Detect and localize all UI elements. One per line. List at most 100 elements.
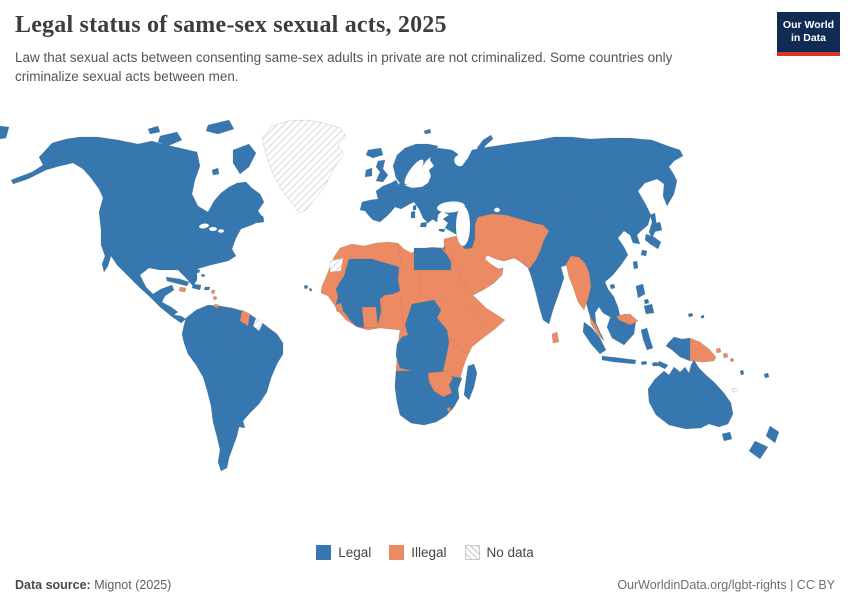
legend-item-illegal[interactable]: Illegal [389, 545, 447, 560]
data-source-label: Data source: [15, 578, 91, 592]
region-micronesia[interactable] [687, 312, 694, 318]
persian-gulf [484, 255, 502, 270]
region-madagascar[interactable] [463, 363, 478, 401]
data-source: Data source: Mignot (2025) [15, 578, 171, 592]
region-zambia-zimbabwe[interactable] [427, 370, 454, 398]
page-title: Legal status of same-sex sexual acts, 20… [15, 12, 447, 38]
region-philippines[interactable] [635, 283, 646, 299]
region-hainan[interactable] [609, 283, 616, 290]
region-newfoundland[interactable] [255, 215, 265, 224]
great-lake [198, 223, 210, 229]
no-data-swatch [464, 545, 480, 560]
region-solomon-islands[interactable] [715, 347, 722, 354]
region-south-america[interactable] [181, 304, 284, 472]
region-malay-peninsula[interactable] [589, 316, 605, 342]
legend-label-no-data: No data [486, 545, 534, 560]
region-middle-east[interactable] [443, 213, 550, 297]
region-west-sahel[interactable] [335, 258, 401, 329]
region-french-guiana[interactable] [252, 317, 264, 332]
illegal-swatch [389, 545, 405, 560]
region-australia[interactable] [647, 359, 734, 430]
footer-link-area: OurWorldinData.org/lgbt-rights | CC BY [617, 578, 835, 592]
region-borneo-north-malaysia[interactable] [615, 313, 639, 326]
region-greenland[interactable] [261, 119, 347, 214]
region-ghana-togo[interactable] [361, 306, 379, 329]
great-lake [208, 226, 218, 232]
legend-label-legal: Legal [338, 545, 372, 560]
legend-item-no-data[interactable]: No data [464, 545, 534, 560]
region-puerto-rico[interactable] [203, 286, 211, 291]
region-cape-verde[interactable] [303, 284, 309, 290]
region-western-sahara[interactable] [329, 257, 344, 273]
region-papua-new-guinea[interactable] [689, 337, 717, 363]
region-solomon-islands[interactable] [722, 352, 729, 359]
region-north-america[interactable] [10, 136, 265, 324]
region-sierra-leone[interactable] [334, 302, 344, 313]
region-solomon-islands[interactable] [729, 357, 735, 363]
region-philippines[interactable] [643, 298, 650, 305]
owid-link[interactable]: OurWorldinData.org/lgbt-rights [617, 578, 787, 592]
region-sardinia[interactable] [410, 210, 416, 219]
region-micronesia[interactable] [700, 314, 705, 319]
region-trinidad[interactable] [213, 303, 220, 309]
region-new-zealand[interactable] [765, 425, 780, 444]
aral-sea [493, 207, 501, 213]
region-new-caledonia[interactable] [731, 387, 739, 393]
region-lesser-antilles[interactable] [212, 295, 218, 301]
region-new-zealand[interactable] [748, 440, 769, 460]
region-java[interactable] [601, 355, 637, 365]
region-united-kingdom[interactable] [375, 159, 389, 183]
region-sicily[interactable] [419, 221, 428, 228]
legend-item-legal[interactable]: Legal [316, 545, 371, 560]
region-lesser-antilles[interactable] [210, 289, 216, 295]
region-hispaniola[interactable] [191, 283, 202, 291]
region-vanuatu[interactable] [739, 369, 745, 376]
region-eswatini[interactable] [446, 406, 452, 413]
region-chukotka-fragment[interactable] [0, 125, 10, 140]
region-corsica[interactable] [412, 204, 417, 211]
region-sri-lanka[interactable] [551, 331, 560, 344]
region-cape-verde[interactable] [308, 287, 313, 292]
region-arctic-island[interactable] [205, 119, 235, 135]
region-west-new-guinea[interactable] [665, 336, 691, 362]
world-map[interactable] [0, 110, 850, 525]
owid-logo[interactable]: Our World in Data [777, 12, 840, 57]
region-arctic-island[interactable] [157, 131, 183, 147]
region-sulawesi[interactable] [640, 327, 654, 351]
region-timor[interactable] [656, 360, 669, 370]
caspian-sea [455, 205, 471, 247]
region-taiwan[interactable] [632, 260, 639, 270]
region-philippines[interactable] [643, 303, 655, 315]
chart-header: Legal status of same-sex sexual acts, 20… [15, 12, 755, 87]
region-cuba[interactable] [165, 276, 190, 287]
region-arctic-island[interactable] [232, 143, 257, 175]
region-ireland[interactable] [364, 167, 373, 178]
region-sumatra[interactable] [582, 321, 607, 355]
chart-footer: Data source: Mignot (2025) OurWorldinDat… [15, 578, 835, 592]
region-lesser-sunda[interactable] [651, 361, 659, 367]
region-fiji[interactable] [763, 372, 770, 379]
region-arctic-island[interactable] [211, 167, 220, 176]
license-label: | CC BY [786, 578, 835, 592]
region-japan[interactable] [640, 249, 648, 257]
region-crete[interactable] [438, 228, 446, 233]
region-jamaica[interactable] [178, 286, 187, 293]
region-bahamas[interactable] [200, 273, 206, 278]
region-iceland[interactable] [365, 147, 384, 159]
region-guyana[interactable] [239, 309, 251, 327]
region-lesser-sunda[interactable] [640, 360, 648, 366]
region-arctic-island[interactable] [147, 125, 161, 135]
region-tasmania[interactable] [721, 431, 733, 442]
region-myanmar-bangladesh[interactable] [565, 255, 592, 311]
region-japan[interactable] [651, 221, 663, 233]
data-source-value: Mignot (2025) [90, 578, 172, 592]
great-lake [217, 228, 225, 233]
region-svalbard[interactable] [423, 128, 432, 135]
white-sea [454, 155, 464, 167]
map-legend: Legal Illegal No data [0, 545, 850, 560]
region-bahamas[interactable] [194, 268, 201, 274]
black-sea [436, 201, 466, 213]
region-japan[interactable] [644, 233, 662, 250]
legend-label-illegal: Illegal [411, 545, 447, 560]
region-egypt[interactable] [413, 247, 452, 271]
